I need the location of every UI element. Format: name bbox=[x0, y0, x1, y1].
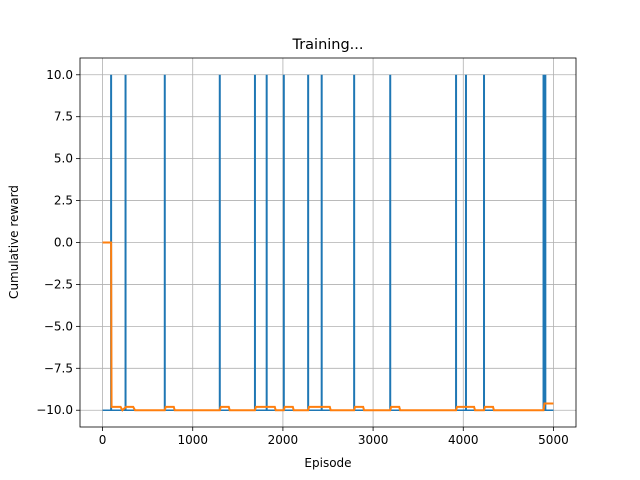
x-axis: 0 1000 2000 3000 4000 5000 bbox=[99, 427, 569, 447]
y-axis-label: Cumulative reward bbox=[7, 185, 21, 299]
y-tick-label: 10.0 bbox=[46, 68, 73, 82]
x-axis-label: Episode bbox=[304, 456, 351, 470]
x-tick-label: 1000 bbox=[177, 433, 208, 447]
grid bbox=[80, 58, 576, 427]
y-tick-label: 2.5 bbox=[54, 194, 73, 208]
series-1-line bbox=[102, 241, 554, 412]
y-tick-label: 0.0 bbox=[54, 236, 73, 250]
series-layer bbox=[102, 74, 554, 412]
plot-area bbox=[79, 57, 577, 428]
x-tick-label: 3000 bbox=[358, 433, 389, 447]
y-tick-label: −10.0 bbox=[36, 403, 73, 417]
x-tick-label: 0 bbox=[99, 433, 107, 447]
y-tick-label: −2.5 bbox=[44, 277, 73, 291]
x-tick-label: 4000 bbox=[448, 433, 479, 447]
y-tick-label: 7.5 bbox=[54, 110, 73, 124]
x-tick-label: 2000 bbox=[268, 433, 299, 447]
y-tick-label: −5.0 bbox=[44, 319, 73, 333]
y-tick-label: −7.5 bbox=[44, 361, 73, 375]
y-axis: 10.0 7.5 5.0 2.5 0.0 −2.5 −5.0 −7.5 −10.0 bbox=[36, 68, 80, 417]
y-tick-label: 5.0 bbox=[54, 152, 73, 166]
chart-title: Training... bbox=[291, 37, 363, 53]
x-tick-label: 5000 bbox=[538, 433, 569, 447]
